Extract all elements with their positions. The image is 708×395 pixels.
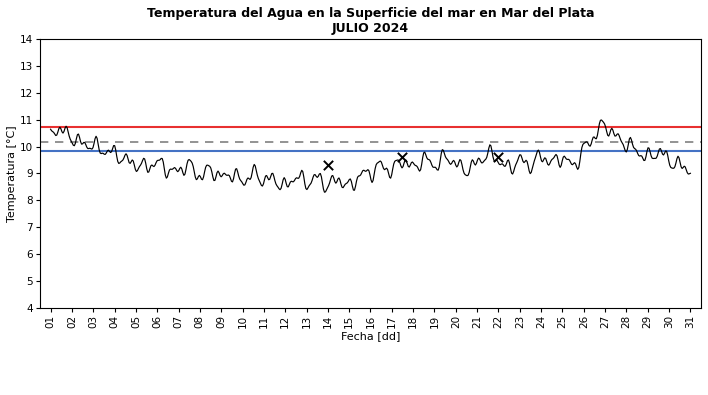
EOC [672, 161, 680, 166]
EOC [283, 184, 292, 189]
EOC [686, 171, 695, 176]
EOC [585, 143, 593, 148]
EOC [508, 172, 517, 177]
EOC [320, 190, 329, 195]
Line: EOC: EOC [50, 120, 690, 192]
X-axis label: Fecha [dd]: Fecha [dd] [341, 331, 400, 341]
Y-axis label: Temperatura [°C]: Temperatura [°C] [7, 125, 17, 222]
EOC [544, 163, 553, 167]
EOC [137, 161, 146, 166]
Escollera Norte [322, 162, 333, 169]
Title: Temperatura del Agua en la Superficie del mar en Mar del Plata
JULIO 2024: Temperatura del Agua en la Superficie de… [147, 7, 594, 35]
EOC [598, 118, 606, 122]
Escollera Norte [493, 154, 504, 160]
EOC [46, 127, 55, 132]
Escollera Norte [396, 154, 408, 160]
